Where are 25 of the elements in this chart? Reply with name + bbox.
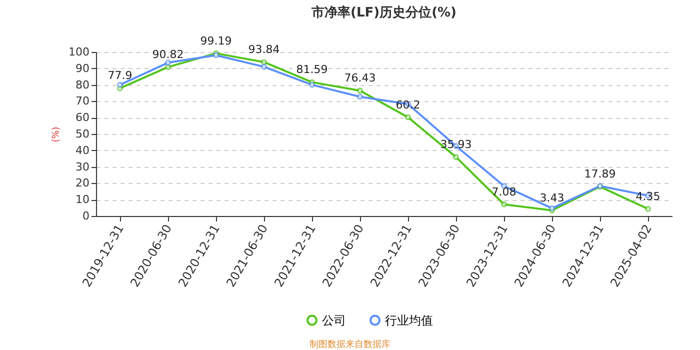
y-tick-label: 100 <box>68 46 90 58</box>
y-tick-label: 60 <box>76 111 90 124</box>
text: 制图数据来自数据库 <box>308 338 392 350</box>
legend-label: 公司 <box>322 313 346 328</box>
y-tick-label: 80 <box>76 78 90 92</box>
data-label: 76.43 <box>344 72 376 85</box>
data-label: 17.89 <box>584 168 616 181</box>
data-label: 3.43 <box>540 191 564 204</box>
y-tick-label: 20 <box>76 176 90 190</box>
y-tick-label: 40 <box>76 144 90 157</box>
y-axis-title: (%) <box>52 126 62 142</box>
y-tick-label: 10 <box>76 193 90 206</box>
data-label: 77.9 <box>108 69 132 82</box>
data-label: 90.82 <box>152 48 184 62</box>
data-label: 81.59 <box>296 63 328 76</box>
y-tick-label: 50 <box>76 128 90 140</box>
y-tick-label: 70 <box>76 94 90 108</box>
data-label: 4.35 <box>636 190 660 203</box>
data-label: 93.84 <box>248 43 280 56</box>
y-tick-label: 90 <box>76 62 90 75</box>
chart-title: 市净率(LF)历史分位(%) <box>310 4 456 20</box>
data-label: 99.19 <box>200 34 232 48</box>
y-tick-label: 0 <box>82 210 90 222</box>
y-tick-label: 30 <box>76 160 90 174</box>
legend-label: 行业均值 <box>385 313 433 328</box>
